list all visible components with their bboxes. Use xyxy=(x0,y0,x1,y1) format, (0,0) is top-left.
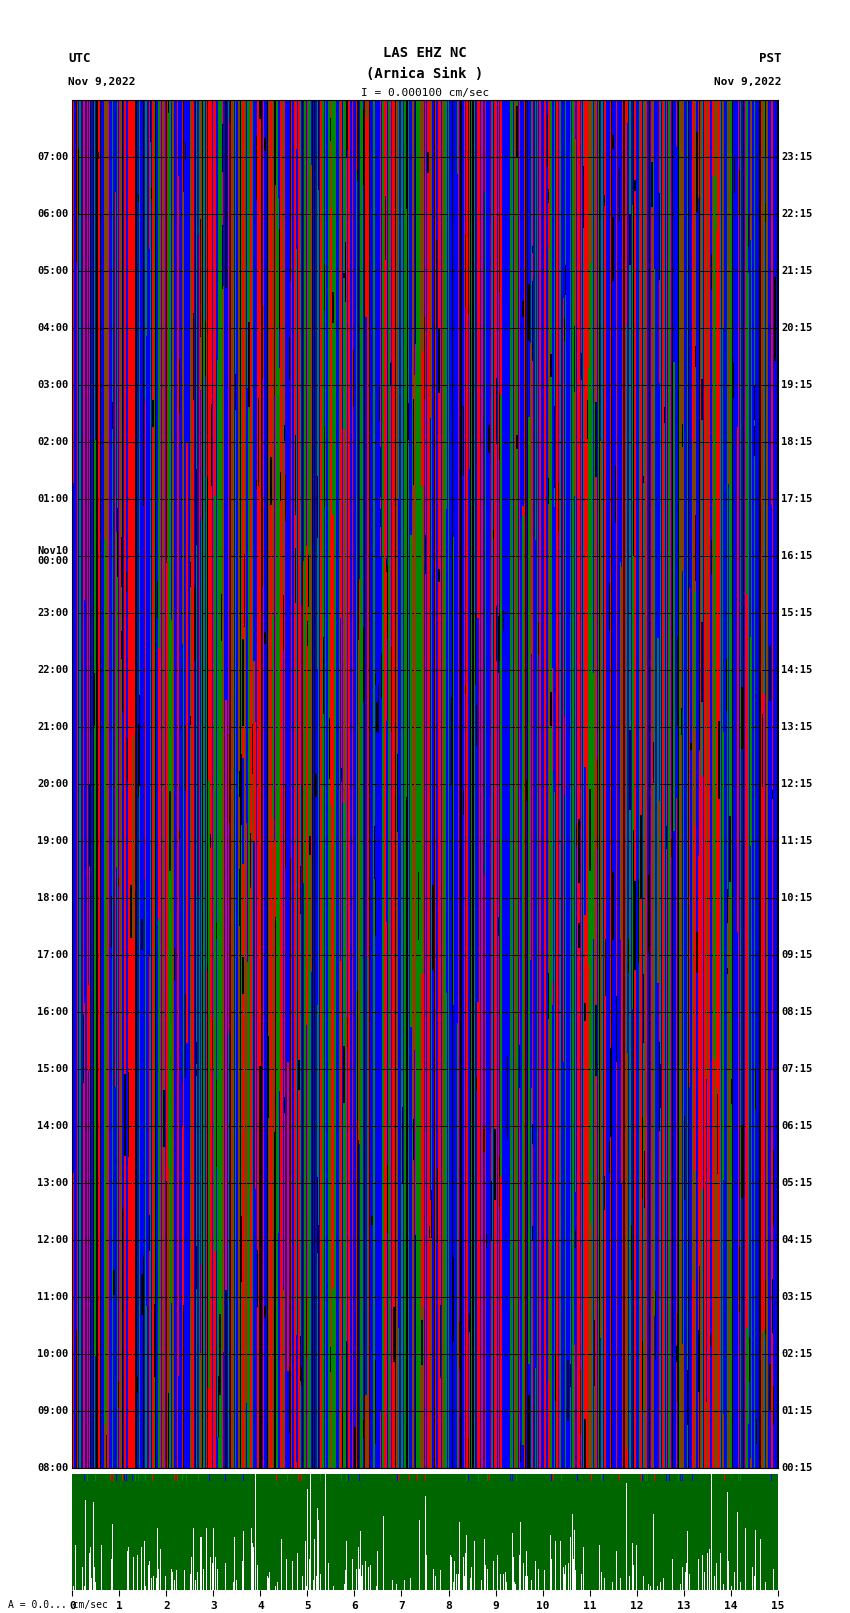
Text: 15:15: 15:15 xyxy=(781,608,813,618)
Text: 23:15: 23:15 xyxy=(781,152,813,161)
Text: 17:00: 17:00 xyxy=(37,950,69,960)
Text: 07:00: 07:00 xyxy=(37,152,69,161)
Text: 04:00: 04:00 xyxy=(37,323,69,332)
Text: A = 0.0... cm/sec: A = 0.0... cm/sec xyxy=(8,1600,109,1610)
Text: 12:15: 12:15 xyxy=(781,779,813,789)
Text: 03:00: 03:00 xyxy=(37,381,69,390)
Text: LAS EHZ NC: LAS EHZ NC xyxy=(383,45,467,60)
Text: 17:15: 17:15 xyxy=(781,494,813,503)
Text: 20:00: 20:00 xyxy=(37,779,69,789)
Text: 07:15: 07:15 xyxy=(781,1065,813,1074)
Text: 16:15: 16:15 xyxy=(781,552,813,561)
Text: 02:00: 02:00 xyxy=(37,437,69,447)
Text: 20:15: 20:15 xyxy=(781,323,813,332)
Text: 19:15: 19:15 xyxy=(781,381,813,390)
Text: 18:15: 18:15 xyxy=(781,437,813,447)
Text: 13:15: 13:15 xyxy=(781,723,813,732)
Text: 06:15: 06:15 xyxy=(781,1121,813,1131)
Text: 10:00: 10:00 xyxy=(37,1348,69,1358)
Text: Nov 9,2022: Nov 9,2022 xyxy=(68,77,135,87)
Text: 02:15: 02:15 xyxy=(781,1348,813,1358)
Text: 00:15: 00:15 xyxy=(781,1463,813,1473)
Text: 06:00: 06:00 xyxy=(37,210,69,219)
Text: 19:00: 19:00 xyxy=(37,836,69,845)
Text: (Arnica Sink ): (Arnica Sink ) xyxy=(366,66,484,81)
Text: Nov 9,2022: Nov 9,2022 xyxy=(715,77,782,87)
Text: 04:15: 04:15 xyxy=(781,1236,813,1245)
Text: 01:00: 01:00 xyxy=(37,494,69,503)
Text: 22:00: 22:00 xyxy=(37,665,69,674)
Text: 08:00: 08:00 xyxy=(37,1463,69,1473)
Text: 11:00: 11:00 xyxy=(37,1292,69,1302)
Text: 10:15: 10:15 xyxy=(781,894,813,903)
Text: 11:15: 11:15 xyxy=(781,836,813,845)
Text: 09:00: 09:00 xyxy=(37,1407,69,1416)
Text: UTC: UTC xyxy=(68,52,90,65)
Text: 18:00: 18:00 xyxy=(37,894,69,903)
Text: 14:15: 14:15 xyxy=(781,665,813,674)
Text: 12:00: 12:00 xyxy=(37,1236,69,1245)
Text: Nov10: Nov10 xyxy=(37,545,69,556)
Text: PST: PST xyxy=(760,52,782,65)
Text: 13:00: 13:00 xyxy=(37,1177,69,1187)
Text: 21:15: 21:15 xyxy=(781,266,813,276)
Text: 03:15: 03:15 xyxy=(781,1292,813,1302)
Text: 15:00: 15:00 xyxy=(37,1065,69,1074)
Text: 01:15: 01:15 xyxy=(781,1407,813,1416)
Text: 21:00: 21:00 xyxy=(37,723,69,732)
Text: 09:15: 09:15 xyxy=(781,950,813,960)
Text: 22:15: 22:15 xyxy=(781,210,813,219)
Text: 08:15: 08:15 xyxy=(781,1007,813,1016)
Text: 05:00: 05:00 xyxy=(37,266,69,276)
Text: 00:00: 00:00 xyxy=(37,556,69,566)
Text: I = 0.000100 cm/sec: I = 0.000100 cm/sec xyxy=(361,89,489,98)
Text: 05:15: 05:15 xyxy=(781,1177,813,1187)
Text: 16:00: 16:00 xyxy=(37,1007,69,1016)
Text: 14:00: 14:00 xyxy=(37,1121,69,1131)
Text: 23:00: 23:00 xyxy=(37,608,69,618)
